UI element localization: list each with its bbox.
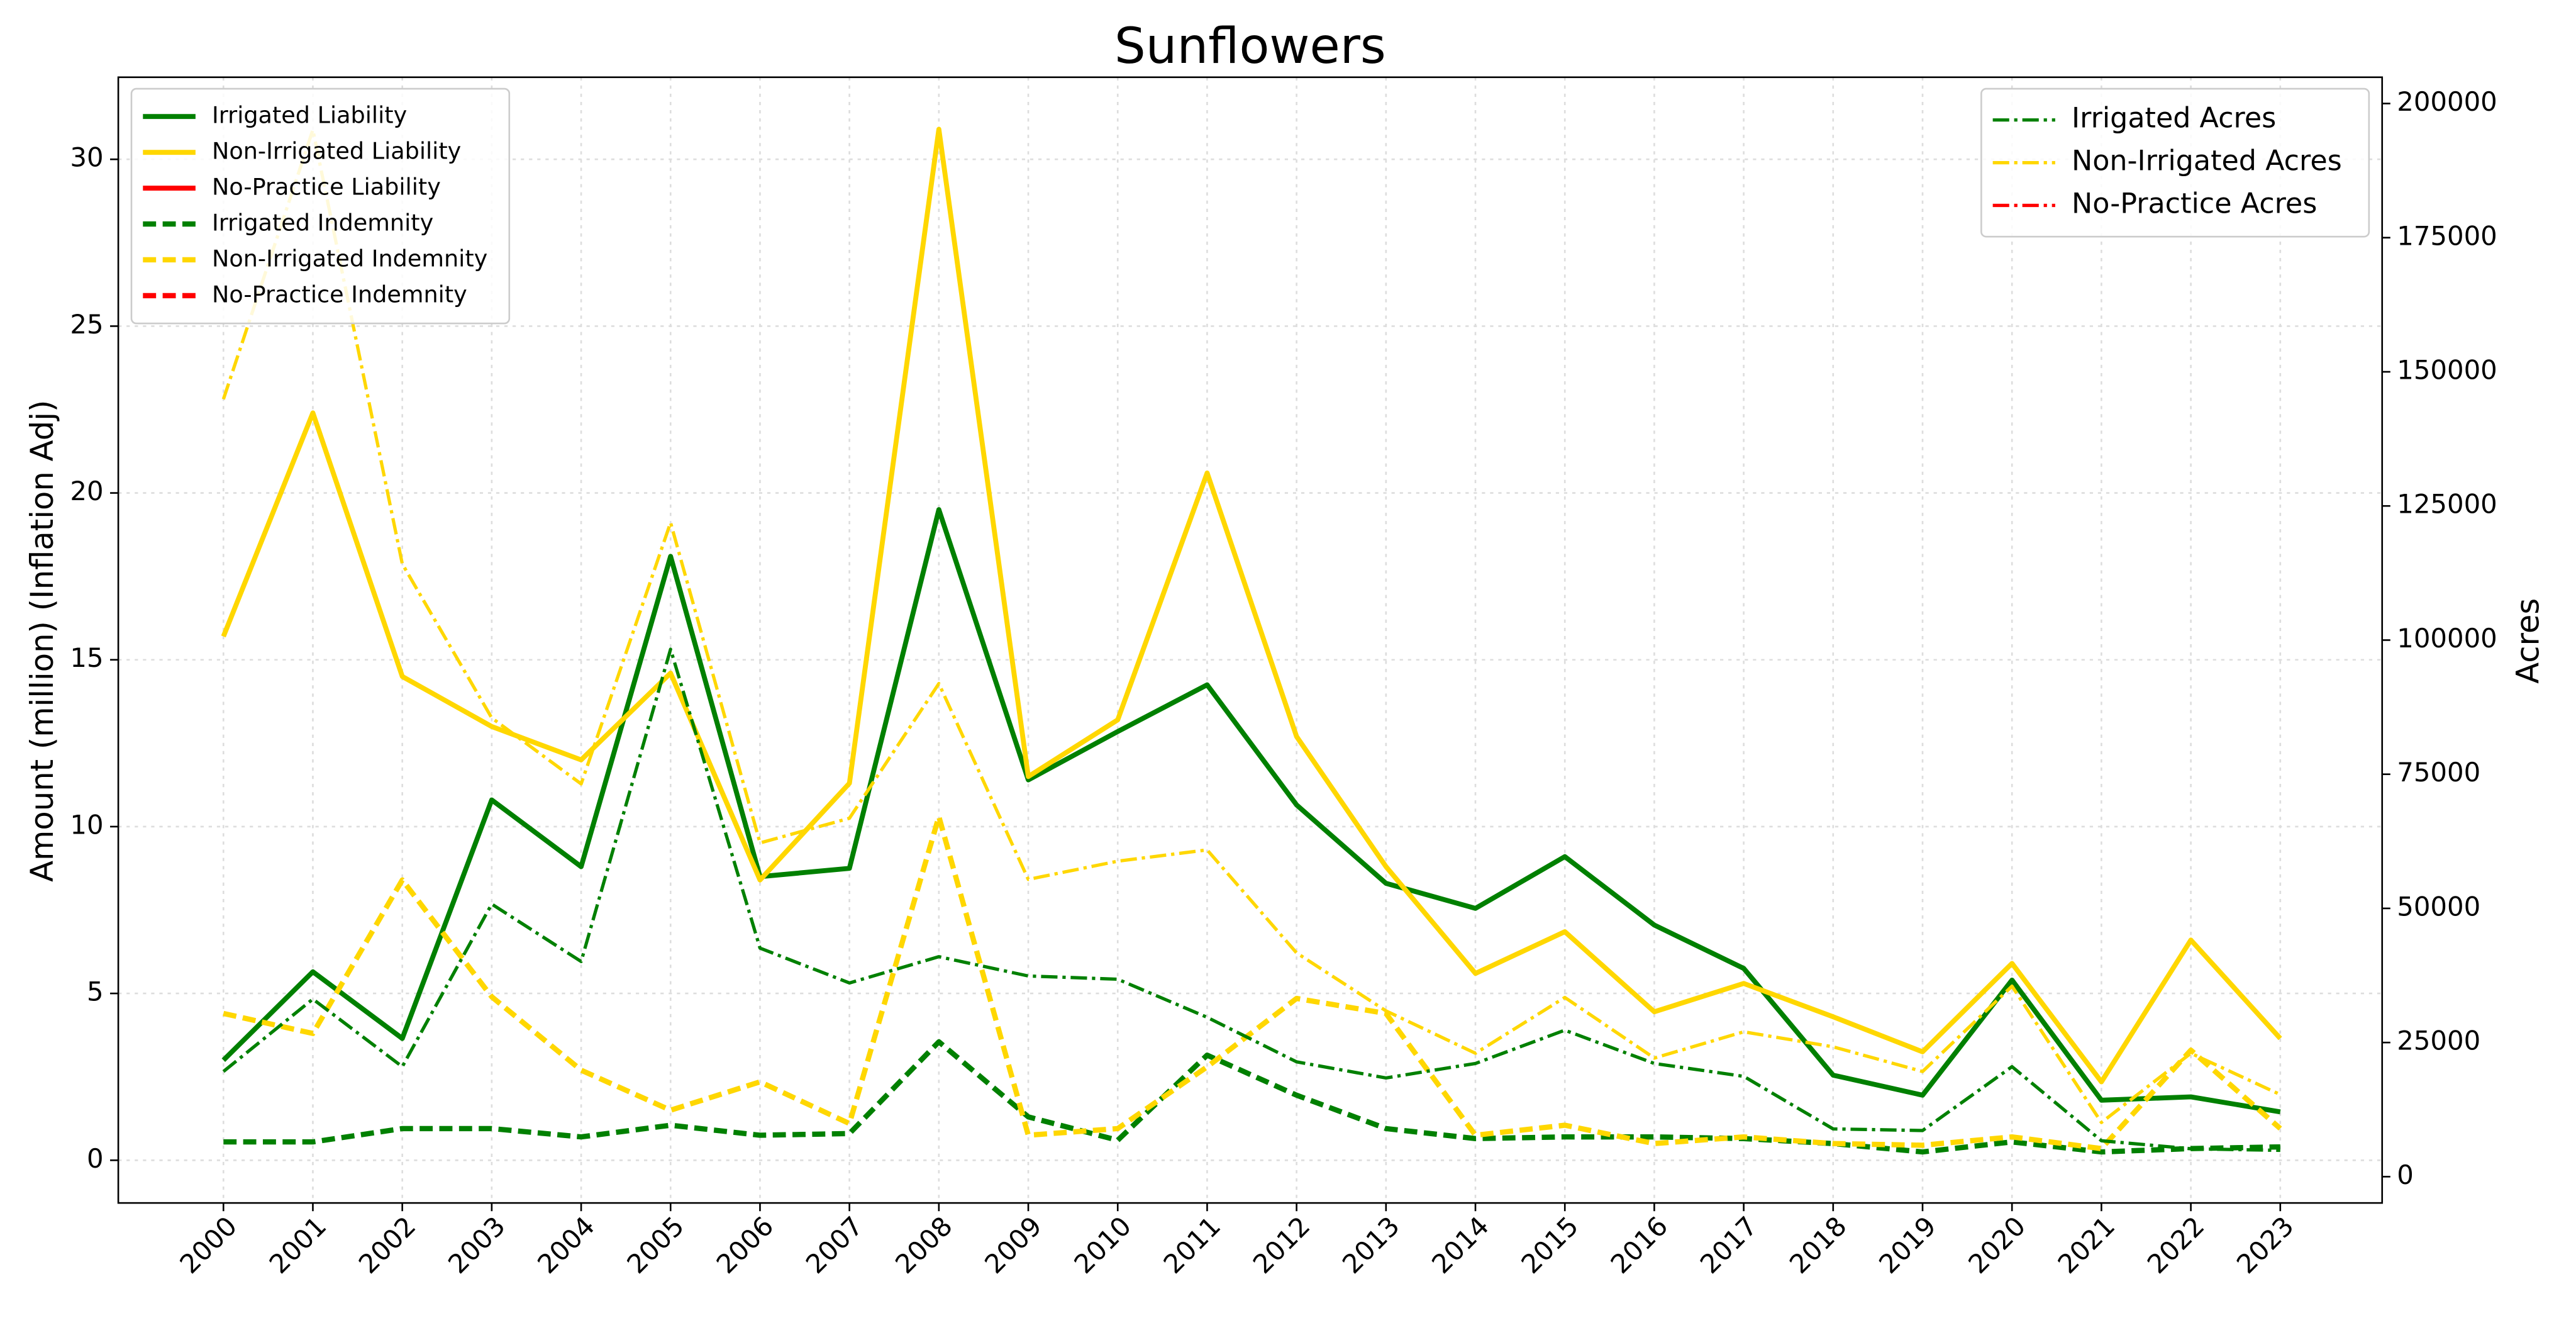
y2-tick-label: 100000 [2397, 623, 2497, 654]
x-tick-label: 2006 [710, 1210, 779, 1280]
x-tick-label: 2023 [2231, 1210, 2300, 1280]
plot-frame [117, 76, 2384, 1204]
x-tick-label: 2013 [1336, 1210, 1406, 1280]
x-tick-label: 2021 [2051, 1210, 2121, 1280]
legend: Irrigated Liability Non-Irrigated Liabili… [130, 87, 511, 325]
y2-tick-label: 50000 [2397, 891, 2480, 922]
line-series [223, 813, 2282, 1151]
x-tick-label: 2012 [1247, 1210, 1316, 1280]
y-tick-label: 25 [70, 309, 103, 340]
y2-tick-label: 200000 [2397, 86, 2497, 117]
x-tick-label: 2005 [621, 1210, 690, 1280]
line-series [221, 126, 2282, 1085]
legend-label: Irrigated Acres [2072, 103, 2276, 135]
y-tick-label: 15 [70, 642, 103, 673]
x-tick-label: 2007 [800, 1210, 869, 1280]
line-series [223, 1039, 2280, 1155]
x-tick-label: 2022 [2141, 1210, 2211, 1280]
chart-title: Sunflowers [1114, 18, 1386, 75]
x-tick-label: 2019 [1873, 1210, 1942, 1280]
legend-label: Irrigated Indemnity [212, 209, 433, 237]
legend-label: Non-Irrigated Liability [212, 138, 461, 165]
x-tick-label: 2001 [264, 1210, 333, 1280]
y2-tick-label: 75000 [2397, 757, 2480, 788]
legend-label: No-Practice Indemnity [212, 281, 467, 308]
legend-label: No-Practice Acres [2072, 188, 2317, 220]
line-series [221, 128, 2281, 1124]
legend-label: No-Practice Liability [212, 174, 441, 201]
y-tick-label: 5 [87, 976, 104, 1007]
y-axis-label: Amount (million) (Inflation Adj) [24, 400, 60, 882]
y2-tick-label: 125000 [2397, 489, 2497, 520]
legend-label: Non-Irrigated Acres [2072, 145, 2342, 177]
legend-label: Non-Irrigated Indemnity [212, 245, 487, 272]
y2-axis-label: Acres [2509, 598, 2546, 684]
x-tick-label: 2003 [442, 1210, 511, 1280]
y2-tick-label: 25000 [2397, 1025, 2480, 1056]
x-tick-label: 2014 [1426, 1210, 1495, 1280]
x-tick-label: 2004 [531, 1210, 601, 1280]
legend-label: Irrigated Liability [212, 102, 407, 129]
y2-tick-label: 150000 [2397, 355, 2497, 386]
y-tick-label: 0 [87, 1143, 104, 1174]
y2-tick-label: 0 [2397, 1159, 2414, 1190]
legend: Irrigated Acres Non-Irrigated Acres No-Pra… [1980, 87, 2370, 238]
y-tick-label: 20 [70, 476, 103, 506]
y-tick-label: 10 [70, 809, 103, 840]
y-tick-label: 30 [70, 142, 103, 173]
x-tick-label: 2002 [353, 1210, 422, 1280]
x-tick-label: 2010 [1068, 1210, 1137, 1280]
x-tick-label: 2009 [979, 1210, 1048, 1280]
line-series [222, 647, 2280, 1153]
x-tick-label: 2016 [1604, 1210, 1674, 1280]
x-tick-label: 2000 [174, 1210, 243, 1280]
line-series [221, 507, 2281, 1115]
x-tick-label: 2011 [1157, 1210, 1226, 1280]
x-tick-label: 2020 [1962, 1210, 2031, 1280]
x-tick-label: 2015 [1515, 1210, 1584, 1280]
y2-tick-label: 175000 [2397, 220, 2497, 251]
x-tick-label: 2018 [1784, 1210, 1853, 1280]
x-tick-label: 2017 [1694, 1210, 1763, 1280]
legend-box [130, 87, 511, 325]
x-tick-label: 2008 [889, 1210, 958, 1280]
legend-box [1980, 87, 2370, 238]
